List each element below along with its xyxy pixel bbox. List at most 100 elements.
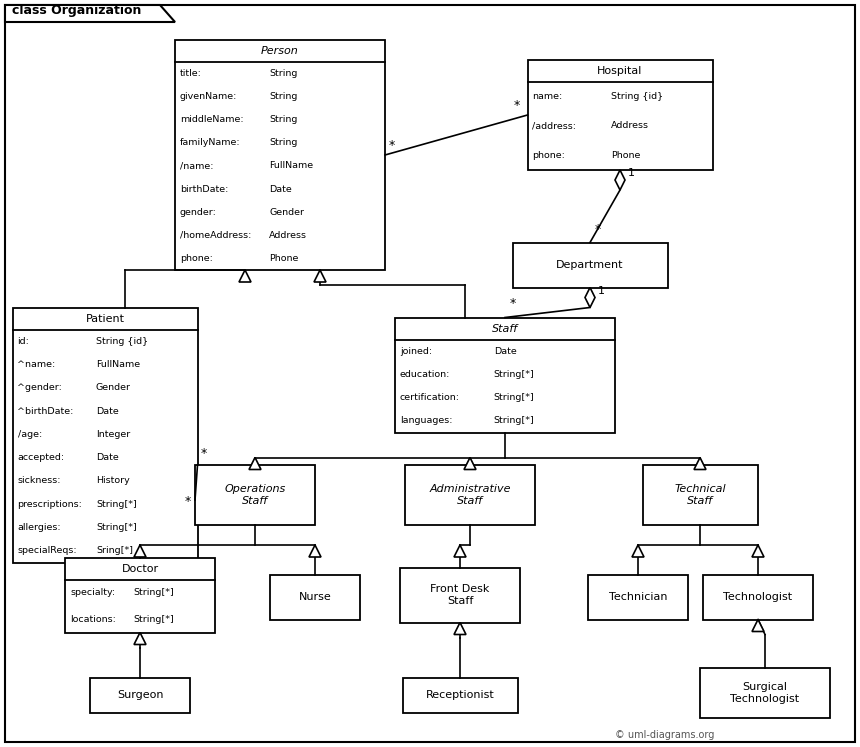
Text: String {id}: String {id} bbox=[611, 92, 663, 101]
Text: /name:: /name: bbox=[180, 161, 213, 170]
Bar bbox=[405, 465, 535, 525]
Text: Department: Department bbox=[556, 260, 624, 270]
Polygon shape bbox=[314, 270, 326, 282]
Text: Phone: Phone bbox=[269, 254, 298, 263]
Text: String: String bbox=[269, 115, 298, 124]
Text: Sring[*]: Sring[*] bbox=[96, 546, 133, 555]
Bar bbox=[395, 317, 615, 433]
Text: languages:: languages: bbox=[400, 416, 452, 425]
Text: phone:: phone: bbox=[180, 254, 213, 263]
Text: String[*]: String[*] bbox=[133, 615, 174, 624]
Text: Date: Date bbox=[494, 347, 517, 356]
Text: Date: Date bbox=[96, 453, 119, 462]
Text: Date: Date bbox=[96, 406, 119, 415]
Bar bbox=[90, 678, 190, 713]
Polygon shape bbox=[134, 545, 146, 557]
Text: String[*]: String[*] bbox=[133, 588, 174, 598]
Polygon shape bbox=[309, 545, 321, 557]
Text: Surgical
Technologist: Surgical Technologist bbox=[730, 682, 800, 704]
Text: Gender: Gender bbox=[269, 208, 304, 217]
Polygon shape bbox=[615, 170, 625, 190]
Text: Phone: Phone bbox=[611, 151, 641, 160]
Text: specialty:: specialty: bbox=[70, 588, 115, 598]
Text: Receptionist: Receptionist bbox=[426, 690, 494, 700]
Text: education:: education: bbox=[400, 370, 451, 379]
Text: History: History bbox=[96, 477, 130, 486]
Text: String: String bbox=[269, 138, 298, 147]
Text: name:: name: bbox=[532, 92, 562, 101]
Bar bbox=[400, 568, 520, 622]
Text: prescriptions:: prescriptions: bbox=[17, 500, 83, 509]
Text: Address: Address bbox=[269, 231, 307, 240]
Polygon shape bbox=[454, 545, 466, 557]
Polygon shape bbox=[752, 545, 764, 557]
Text: Nurse: Nurse bbox=[298, 592, 331, 602]
Polygon shape bbox=[585, 288, 595, 308]
Text: Integer: Integer bbox=[96, 430, 130, 438]
Text: /age:: /age: bbox=[17, 430, 42, 438]
Polygon shape bbox=[134, 633, 146, 645]
Text: FullName: FullName bbox=[269, 161, 314, 170]
Text: familyName:: familyName: bbox=[180, 138, 241, 147]
Text: middleName:: middleName: bbox=[180, 115, 243, 124]
Bar bbox=[175, 40, 385, 270]
Text: birthDate:: birthDate: bbox=[180, 185, 229, 193]
Polygon shape bbox=[239, 270, 251, 282]
Polygon shape bbox=[249, 457, 261, 470]
Text: certification:: certification: bbox=[400, 393, 460, 402]
Text: Gender: Gender bbox=[96, 383, 131, 392]
Text: ^birthDate:: ^birthDate: bbox=[17, 406, 74, 415]
Text: gender:: gender: bbox=[180, 208, 217, 217]
Polygon shape bbox=[454, 622, 466, 634]
Text: 1: 1 bbox=[598, 285, 605, 296]
Text: locations:: locations: bbox=[70, 615, 116, 624]
Polygon shape bbox=[752, 619, 764, 631]
Text: accepted:: accepted: bbox=[17, 453, 64, 462]
Text: String {id}: String {id} bbox=[96, 337, 148, 346]
Bar bbox=[642, 465, 758, 525]
Text: *: * bbox=[389, 139, 396, 152]
Polygon shape bbox=[694, 457, 706, 470]
Text: *: * bbox=[513, 99, 519, 112]
Bar bbox=[65, 557, 215, 633]
Text: sickness:: sickness: bbox=[17, 477, 61, 486]
Text: Person: Person bbox=[261, 46, 299, 56]
Text: Date: Date bbox=[269, 185, 292, 193]
Text: /homeAddress:: /homeAddress: bbox=[180, 231, 251, 240]
Text: *: * bbox=[200, 447, 206, 460]
Text: *: * bbox=[595, 223, 601, 235]
Text: Operations
Staff: Operations Staff bbox=[224, 484, 286, 506]
Bar bbox=[588, 574, 688, 619]
Bar bbox=[402, 678, 518, 713]
Text: id:: id: bbox=[17, 337, 29, 346]
Bar bbox=[513, 243, 667, 288]
Bar bbox=[195, 465, 315, 525]
Text: Address: Address bbox=[611, 122, 649, 131]
Bar bbox=[700, 668, 830, 718]
Text: String[*]: String[*] bbox=[494, 393, 535, 402]
Text: *: * bbox=[185, 495, 191, 508]
Text: givenName:: givenName: bbox=[180, 92, 237, 101]
Text: FullName: FullName bbox=[96, 360, 140, 369]
Text: Surgeon: Surgeon bbox=[117, 690, 163, 700]
Text: String[*]: String[*] bbox=[494, 416, 535, 425]
Text: ^name:: ^name: bbox=[17, 360, 56, 369]
Bar bbox=[13, 308, 198, 562]
Text: joined:: joined: bbox=[400, 347, 432, 356]
Text: Hospital: Hospital bbox=[598, 66, 642, 76]
Polygon shape bbox=[464, 457, 476, 470]
Bar bbox=[703, 574, 813, 619]
Text: Technical
Staff: Technical Staff bbox=[674, 484, 726, 506]
Bar bbox=[527, 60, 712, 170]
Text: class Organization: class Organization bbox=[12, 4, 141, 17]
Text: © uml-diagrams.org: © uml-diagrams.org bbox=[615, 730, 715, 740]
Text: Front Desk
Staff: Front Desk Staff bbox=[430, 584, 489, 606]
Text: String: String bbox=[269, 69, 298, 78]
Text: /address:: /address: bbox=[532, 122, 576, 131]
Bar bbox=[270, 574, 360, 619]
Text: Administrative
Staff: Administrative Staff bbox=[429, 484, 511, 506]
Text: Technician: Technician bbox=[609, 592, 667, 602]
Text: String: String bbox=[269, 92, 298, 101]
Polygon shape bbox=[632, 545, 644, 557]
Text: *: * bbox=[510, 297, 516, 311]
